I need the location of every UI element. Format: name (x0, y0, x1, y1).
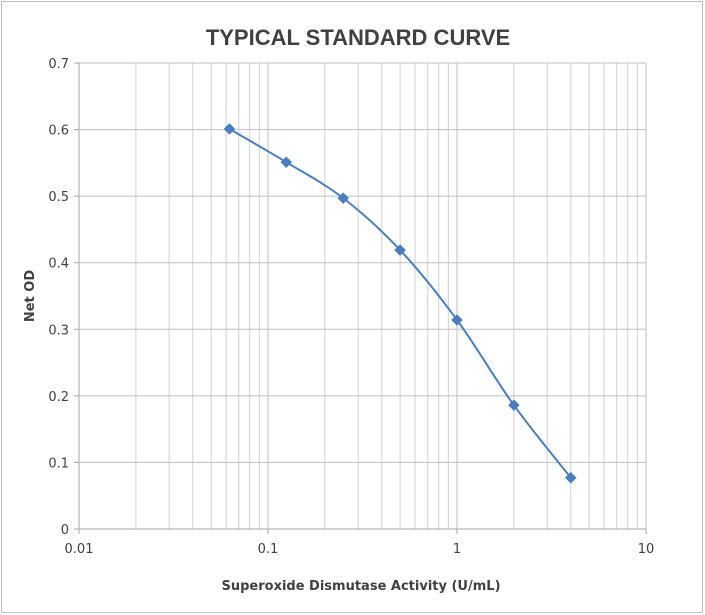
y-tick-label: 0.4 (48, 257, 69, 272)
x-tick-label: 1 (453, 542, 461, 557)
x-tick-label: 10 (638, 542, 655, 557)
data-point (223, 123, 236, 135)
y-tick-label: 0.3 (48, 323, 69, 338)
data-point (451, 314, 463, 326)
axes (74, 62, 647, 534)
data-point (394, 244, 406, 256)
chart-title: TYPICAL STANDARD CURVE (206, 25, 510, 50)
y-axis-title: Net OD (23, 270, 38, 322)
grid (78, 62, 647, 530)
y-tick-label: 0.1 (48, 456, 69, 471)
data-point (337, 192, 350, 204)
y-tick-label: 0.2 (48, 390, 69, 405)
data-series (223, 123, 577, 484)
data-point (508, 399, 520, 412)
tick-labels: 0 0.1 0.2 0.3 0.4 0.5 0.6 0.7 0.01 0.1 1 10 (48, 57, 654, 557)
x-axis-title: Superoxide Dismutase Activity (U/mL) (221, 579, 500, 594)
y-tick-label: 0.5 (48, 190, 69, 205)
y-tick-label: 0.7 (48, 57, 69, 72)
data-point (564, 471, 577, 484)
x-tick-label: 0.1 (258, 542, 279, 557)
y-tick-label: 0 (61, 523, 69, 538)
x-tick-label: 0.01 (65, 542, 94, 557)
y-tick-label: 0.6 (48, 124, 69, 139)
data-point (280, 156, 293, 169)
